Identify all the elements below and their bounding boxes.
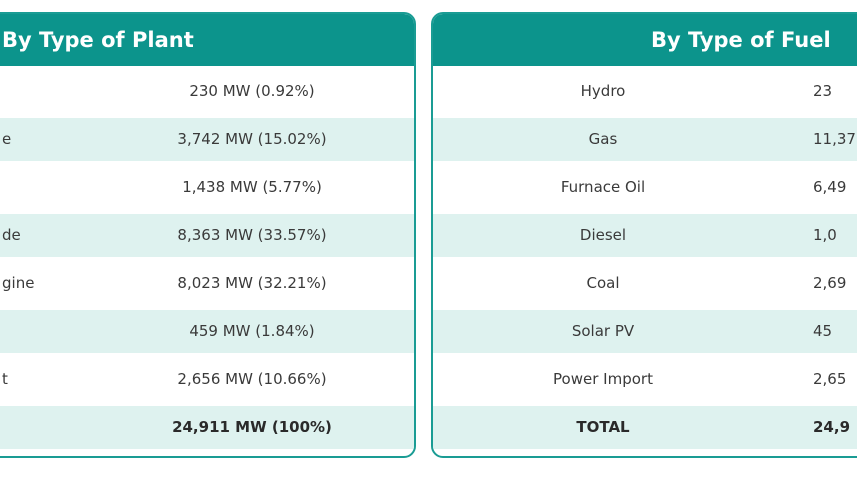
table-row: Gas 11,37 [433, 118, 857, 161]
row-value: 45 [813, 322, 833, 340]
table-row: 1,438 MW (5.77%) [0, 166, 414, 209]
row-value: 11,37 [813, 130, 856, 148]
row-label: Solar PV [571, 322, 635, 340]
fuel-table-title: By Type of Fuel [433, 14, 857, 66]
row-label: Diesel [579, 226, 627, 244]
row-label: Hydro [580, 82, 626, 100]
table-row: Coal 2,69 [433, 262, 857, 305]
row-value: 23 [813, 82, 833, 100]
row-value: 459 MW (1.84%) [189, 322, 315, 340]
table-row: 230 MW (0.92%) [0, 70, 414, 113]
table-row: t 2,656 MW (10.66%) [0, 358, 414, 401]
row-label: gine [2, 274, 35, 292]
row-label: Power Import [553, 370, 653, 388]
row-value: 2,69 [813, 274, 847, 292]
row-value: 24,911 MW (100%) [172, 418, 332, 436]
row-label: Gas [588, 130, 618, 148]
row-value: 230 MW (0.92%) [189, 82, 315, 100]
row-label: Coal [586, 274, 620, 292]
row-label: de [2, 226, 21, 244]
table-row: Hydro 23 [433, 70, 857, 113]
row-value: 2,656 MW (10.66%) [177, 370, 327, 388]
table-row: Power Import 2,65 [433, 358, 857, 401]
plant-type-table: By Type of Plant 230 MW (0.92%) e 3,742 MW… [0, 12, 416, 458]
table-row: gine 8,023 MW (32.21%) [0, 262, 414, 305]
row-value: 3,742 MW (15.02%) [177, 130, 327, 148]
plant-table-title: By Type of Plant [0, 14, 414, 66]
table-row: de 8,363 MW (33.57%) [0, 214, 414, 257]
row-value: 2,65 [813, 370, 847, 388]
row-label: t [2, 370, 8, 388]
table-row: Solar PV 45 [433, 310, 857, 353]
total-row: 24,911 MW (100%) [0, 406, 414, 449]
row-value: 24,9 [813, 418, 851, 436]
row-value: 8,363 MW (33.57%) [177, 226, 327, 244]
row-label: Furnace Oil [560, 178, 646, 196]
table-row: Furnace Oil 6,49 [433, 166, 857, 209]
table-row: e 3,742 MW (15.02%) [0, 118, 414, 161]
table-row: 459 MW (1.84%) [0, 310, 414, 353]
row-value: 1,438 MW (5.77%) [182, 178, 322, 196]
table-row: Diesel 1,0 [433, 214, 857, 257]
row-value: 1,0 [813, 226, 837, 244]
row-value: 8,023 MW (32.21%) [177, 274, 327, 292]
row-value: 6,49 [813, 178, 847, 196]
total-row: TOTAL 24,9 [433, 406, 857, 449]
fuel-type-table: By Type of Fuel Hydro 23 Gas 11,37 Furnace O… [431, 12, 857, 458]
row-label: TOTAL [576, 418, 630, 436]
row-label: e [2, 130, 12, 148]
